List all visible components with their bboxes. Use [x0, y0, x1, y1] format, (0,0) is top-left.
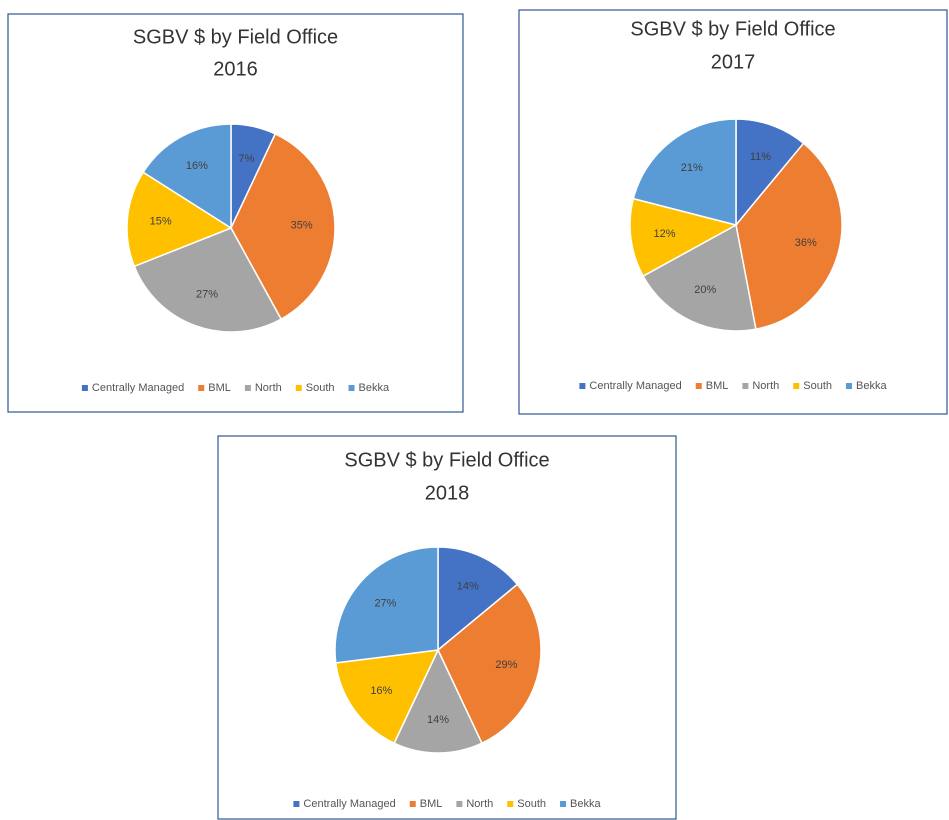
data-label: 16% [370, 685, 392, 697]
legend-swatch [198, 385, 205, 391]
data-label: 35% [291, 220, 313, 232]
data-label: 12% [653, 228, 675, 240]
legend-swatch [560, 801, 567, 807]
pie-slice [642, 223, 757, 332]
legend-swatch [409, 801, 416, 807]
legend-label: South [306, 382, 335, 394]
pie-slice [735, 142, 843, 331]
legend-swatch [348, 385, 355, 391]
data-label: 7% [238, 153, 254, 165]
legend-swatch [244, 385, 251, 391]
data-label: 14% [427, 714, 449, 726]
legend-swatch [456, 801, 463, 807]
chart-title: SGBV $ by Field Office [344, 449, 549, 471]
chart-subtitle: 2018 [425, 482, 470, 504]
chart-subtitle: 2017 [711, 51, 756, 73]
legend-swatch [846, 383, 853, 389]
legend: Centrally Managed BML North South Bekka [81, 382, 390, 394]
legend-label: South [517, 798, 546, 810]
data-label: 16% [186, 160, 208, 172]
data-label: 36% [795, 237, 817, 249]
chart-title: SGBV $ by Field Office [133, 26, 338, 48]
data-label: 21% [681, 162, 703, 174]
pie-slice [629, 197, 739, 278]
data-label: 27% [196, 288, 218, 300]
legend-label: BML [420, 798, 443, 810]
pie-slice [437, 546, 519, 652]
legend-label: North [466, 798, 493, 810]
legend-swatch [579, 383, 586, 389]
legend-swatch [81, 385, 88, 391]
legend-swatch [742, 383, 749, 389]
legend: Centrally Managed BML North South Bekka [293, 798, 601, 810]
data-label: 11% [750, 151, 771, 163]
legend-swatch [507, 801, 514, 807]
pie-slice [735, 118, 805, 228]
chart-title: SGBV $ by Field Office [630, 18, 835, 40]
pie-slice [632, 118, 737, 226]
chart-subtitle: 2016 [213, 58, 258, 80]
legend-label: BML [208, 382, 231, 394]
legend-label: South [803, 380, 832, 392]
legend-label: Centrally Managed [92, 382, 184, 394]
legend-label: Centrally Managed [303, 798, 395, 810]
legend-label: Bekka [570, 798, 601, 810]
legend-swatch [793, 383, 800, 389]
pie-slice [393, 648, 483, 754]
legend-swatch [293, 801, 300, 807]
legend: Centrally Managed BML North South Bekka [579, 380, 887, 392]
data-label: 29% [495, 659, 517, 671]
pie-slice [230, 132, 336, 321]
pie-slice [133, 227, 283, 333]
pie-slice [334, 546, 439, 664]
pie-slice [142, 123, 232, 230]
legend-label: North [255, 382, 282, 394]
legend-label: Bekka [856, 380, 887, 392]
data-label: 15% [150, 215, 172, 227]
pie-slice [126, 171, 233, 268]
legend-label: Centrally Managed [589, 380, 681, 392]
legend-label: Bekka [359, 382, 390, 394]
data-label: 27% [374, 598, 396, 610]
legend-label: North [752, 380, 779, 392]
pie-slice [334, 649, 440, 745]
data-label: 14% [457, 581, 479, 593]
legend-swatch [695, 383, 702, 389]
legend-label: BML [706, 380, 729, 392]
data-label: 20% [694, 284, 716, 296]
legend-swatch [295, 385, 302, 391]
